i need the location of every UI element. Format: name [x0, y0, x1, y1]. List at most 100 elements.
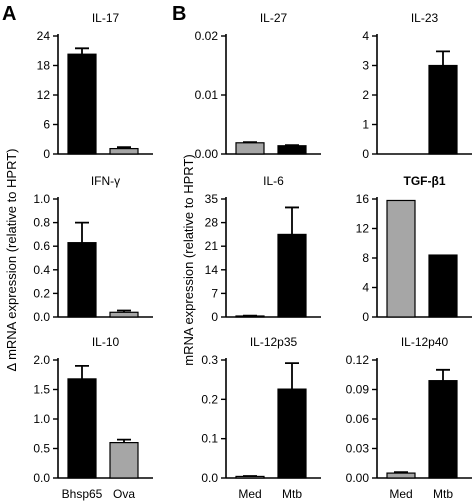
chart-title: IL-17: [92, 11, 120, 25]
chart-panel-7: 0 4 8 12 16 TGF-β1: [356, 174, 472, 324]
y-tick-label: 12: [356, 222, 370, 236]
y-tick-label: 0.12: [346, 353, 370, 367]
bar-ova: [109, 147, 139, 155]
y-tick-label: 0: [362, 147, 369, 161]
y-tick-label: 0.4: [33, 263, 50, 277]
chart-panel-8: 0.0 0.1 0.2 0.3 Med Mtb IL-12p35: [201, 335, 321, 501]
chart-panels: 06121824IL-170.00.20.40.60.81.0IFN-γ0.00…: [33, 11, 472, 501]
chart-title: IL-27: [260, 11, 288, 25]
category-label: Mtb: [433, 487, 453, 501]
y-tick-label: 16: [356, 192, 370, 206]
bar-ova: [109, 442, 139, 479]
chart-panel-6: 0 7 14 21 28 35 IL-6: [205, 174, 321, 324]
y-tick-label: 0.00: [346, 471, 370, 485]
y-tick-label: 0: [362, 310, 369, 324]
error-bar: [75, 365, 89, 379]
chart-title: TGF-β1: [404, 174, 446, 188]
bar-bhsp65: [67, 378, 97, 479]
y-tick-label: 1.5: [33, 383, 50, 397]
panel-letter-a: A: [2, 3, 16, 25]
y-tick-label: 0.0: [33, 310, 50, 324]
bar-mtb: [428, 64, 458, 155]
y-tick-label: 28: [205, 216, 219, 230]
error-bar: [75, 221, 89, 243]
chart-panel-4: 0.00 0.01 0.02 IL-27: [195, 11, 321, 161]
y-tick-label: 21: [205, 239, 219, 253]
error-bar: [117, 309, 131, 313]
chart-panel-9: 0.00 0.03 0.06 0.09 0.12 Med Mtb IL-12p40: [346, 335, 472, 501]
bar-mtb: [428, 380, 458, 479]
category-label: Mtb: [282, 487, 302, 501]
bar-mtb: [277, 233, 307, 318]
y-tick-label: 8: [362, 251, 369, 265]
error-bar: [285, 362, 299, 390]
y-tick-label: 1.0: [33, 192, 50, 206]
y-tick-label: 24: [37, 29, 51, 43]
y-tick-label: 0: [211, 310, 218, 324]
category-label: Med: [238, 487, 261, 501]
chart-title: IL-12p35: [250, 335, 298, 349]
bar-mtb: [277, 145, 307, 155]
y-tick-label: 14: [205, 263, 219, 277]
y-tick-label: 0.2: [201, 392, 218, 406]
y-tick-label: 4: [362, 29, 369, 43]
y-tick-label: 0.0: [201, 471, 218, 485]
chart-title: IFN-γ: [91, 174, 120, 188]
y-axis-label-a: Δ mRNA expression (relative to HPRT): [4, 148, 19, 371]
chart-title: IL-10: [92, 335, 120, 349]
y-tick-label: 0.00: [195, 147, 219, 161]
error-bar: [243, 141, 257, 144]
y-tick-label: 1: [362, 118, 369, 132]
y-tick-label: 0.09: [346, 383, 370, 397]
error-bar: [117, 438, 131, 443]
category-label: Bhsp65: [62, 487, 103, 501]
chart-panel-3: 0.0 0.5 1.0 1.5 2.0 Bhsp65 Ova IL-10: [33, 335, 153, 501]
chart-title: IL-6: [263, 174, 284, 188]
bar-mtb: [277, 388, 307, 479]
error-bar: [436, 50, 450, 66]
y-tick-label: 0.06: [346, 412, 370, 426]
category-label: Ova: [113, 487, 135, 501]
y-tick-label: 0.0: [33, 471, 50, 485]
error-bar: [75, 47, 89, 55]
bar-med: [235, 142, 265, 155]
y-tick-label: 7: [211, 286, 218, 300]
y-tick-label: 6: [43, 118, 50, 132]
y-tick-label: 35: [205, 192, 219, 206]
y-tick-label: 0.5: [33, 442, 50, 456]
chart-panel-1: 0 6 12 18 24 IL-17: [37, 11, 153, 161]
y-tick-label: 18: [37, 59, 51, 73]
bar-bhsp65: [67, 53, 97, 155]
y-tick-label: 1.0: [33, 412, 50, 426]
y-tick-label: 12: [37, 88, 51, 102]
y-tick-label: 0.02: [195, 29, 219, 43]
y-axis-label-b: mRNA expression (relative to HPRT): [181, 154, 196, 365]
chart-title: IL-23: [411, 11, 439, 25]
error-bar: [394, 471, 408, 474]
chart-title: IL-12p40: [401, 335, 449, 349]
y-tick-label: 0.6: [33, 239, 50, 253]
y-tick-label: 0.2: [33, 286, 50, 300]
y-tick-label: 3: [362, 59, 369, 73]
bar-bhsp65: [67, 242, 97, 318]
y-tick-label: 0.1: [201, 432, 218, 446]
y-tick-label: 0: [43, 147, 50, 161]
panel-letter-b: B: [172, 3, 186, 25]
category-label: Med: [389, 487, 412, 501]
y-tick-label: 2: [362, 88, 369, 102]
error-bar: [285, 206, 299, 235]
y-tick-label: 0.3: [201, 353, 218, 367]
bar-med: [386, 472, 416, 479]
error-bar: [285, 144, 299, 147]
y-tick-label: 4: [362, 281, 369, 295]
bar-mtb: [428, 254, 458, 318]
y-tick-label: 2.0: [33, 353, 50, 367]
error-bar: [436, 368, 450, 381]
bar-med: [386, 199, 416, 318]
chart-panel-2: 0.0 0.2 0.4 0.6 0.8 1.0 IFN-γ: [33, 174, 153, 324]
error-bar: [117, 146, 131, 149]
bar-ova: [109, 311, 139, 318]
chart-panel-5: 0 1 2 3 4 IL-23: [362, 11, 472, 161]
y-tick-label: 0.01: [195, 88, 219, 102]
